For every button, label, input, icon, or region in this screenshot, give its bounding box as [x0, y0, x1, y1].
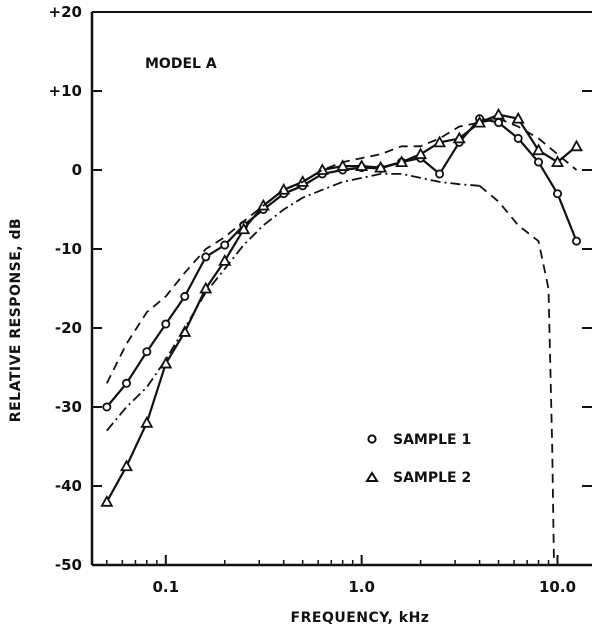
y-tick-label: -30	[55, 398, 82, 416]
data-point-sample-1	[121, 378, 131, 388]
y-axis-title: RELATIVE RESPONSE, dB	[8, 218, 24, 422]
data-point-sample-2	[119, 459, 134, 472]
data-point-sample-2	[511, 111, 525, 124]
data-point-sample-1	[180, 291, 190, 301]
x-axis-title: FREQUENCY, kHz	[291, 610, 430, 626]
legend-marker-sample-2	[365, 471, 379, 482]
data-point-sample-1	[534, 157, 544, 167]
data-point-sample-1	[553, 189, 563, 199]
legend: SAMPLE 1 SAMPLE 2	[365, 432, 471, 486]
x-tick-label: 10.0	[539, 578, 576, 596]
data-point-sample-2	[550, 155, 565, 168]
data-point-sample-2	[355, 159, 369, 171]
data-point-sample-1	[220, 240, 230, 250]
data-point-sample-2	[473, 115, 487, 128]
data-point-sample-2	[414, 147, 428, 160]
reference-curve-4	[479, 185, 555, 566]
data-point-sample-2	[374, 160, 388, 173]
data-point-sample-1	[161, 319, 171, 329]
legend-label-sample-2: SAMPLE 2	[393, 470, 471, 486]
data-point-sample-1	[142, 347, 152, 357]
y-tick-label: -50	[55, 556, 82, 574]
x-tick-label: 1.0	[348, 578, 375, 596]
legend-marker-sample-1	[367, 434, 377, 444]
data-point-sample-2	[395, 155, 409, 168]
plot-frame	[90, 11, 592, 567]
data-point-sample-2	[569, 139, 584, 152]
data-point-sample-2	[452, 131, 466, 144]
data-point-sample-2	[532, 143, 546, 156]
data-point-sample-1	[571, 236, 581, 246]
data-point-sample-2	[218, 253, 232, 266]
y-tick-label: +20	[49, 3, 82, 21]
data-point-sample-2	[140, 415, 154, 428]
data-point-sample-2	[433, 135, 447, 148]
reference-curve-3	[106, 172, 480, 432]
reference-curve-2	[105, 117, 578, 384]
chart-annotation: MODEL A	[145, 56, 217, 72]
y-tick-label: +10	[49, 82, 82, 100]
data-point-sample-1	[102, 402, 112, 412]
data-point-sample-1	[201, 252, 211, 262]
data-point-sample-1	[435, 169, 445, 179]
x-tick-label: 0.1	[153, 578, 180, 596]
y-tick-label: -40	[55, 477, 82, 495]
data-point-sample-2	[336, 159, 350, 171]
data-point-sample-2	[492, 107, 506, 120]
data-point-sample-2	[237, 222, 251, 235]
tick-layer: +20 +10 0 -10 -20 -30 -40 -50 0.1 1.0 10.0	[49, 3, 592, 596]
y-tick-label: -10	[55, 240, 82, 258]
data-point-sample-1	[513, 133, 523, 143]
y-tick-label: -20	[55, 319, 82, 337]
data-point-sample-2	[100, 494, 114, 507]
y-tick-label: 0	[72, 161, 82, 179]
series-layer	[100, 107, 584, 566]
legend-label-sample-1: SAMPLE 1	[393, 432, 471, 448]
